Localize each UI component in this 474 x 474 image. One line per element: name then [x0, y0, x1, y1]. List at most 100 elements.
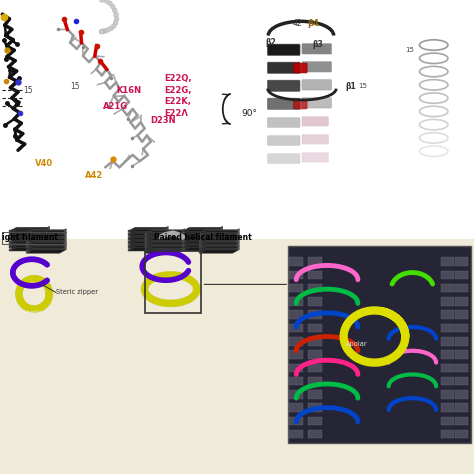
Polygon shape — [26, 242, 66, 246]
Polygon shape — [178, 245, 185, 249]
Polygon shape — [178, 232, 185, 237]
Polygon shape — [232, 245, 239, 249]
Polygon shape — [59, 240, 66, 246]
Bar — [441, 350, 454, 359]
Text: 90°: 90° — [242, 109, 258, 118]
Bar — [26, 239, 59, 240]
Polygon shape — [232, 235, 239, 240]
Bar — [26, 250, 59, 251]
Polygon shape — [145, 237, 185, 241]
Polygon shape — [43, 229, 50, 234]
Text: 42: 42 — [293, 19, 302, 28]
Bar — [289, 417, 303, 425]
Polygon shape — [182, 227, 223, 231]
Polygon shape — [216, 231, 223, 237]
FancyBboxPatch shape — [302, 153, 328, 162]
Polygon shape — [9, 238, 50, 242]
Circle shape — [100, 0, 104, 2]
Bar — [128, 233, 161, 234]
Bar — [145, 235, 178, 236]
Bar — [145, 248, 178, 249]
Text: 15: 15 — [405, 47, 414, 53]
Bar — [308, 310, 322, 319]
Polygon shape — [199, 244, 239, 248]
Polygon shape — [59, 243, 66, 248]
Polygon shape — [9, 242, 50, 246]
Bar — [182, 230, 216, 231]
Polygon shape — [232, 243, 239, 248]
FancyBboxPatch shape — [267, 44, 300, 55]
Text: E22K,: E22K, — [164, 98, 191, 106]
Polygon shape — [59, 245, 66, 249]
Polygon shape — [128, 243, 168, 247]
Polygon shape — [182, 237, 223, 240]
Polygon shape — [128, 238, 168, 242]
Bar — [441, 364, 454, 372]
FancyBboxPatch shape — [267, 80, 300, 91]
Polygon shape — [178, 239, 185, 244]
Polygon shape — [161, 238, 168, 243]
FancyBboxPatch shape — [267, 154, 300, 164]
Bar — [9, 231, 43, 232]
Bar — [128, 238, 161, 239]
Polygon shape — [232, 242, 239, 246]
Bar — [199, 240, 232, 241]
Bar — [308, 430, 322, 438]
Bar — [145, 251, 201, 313]
Polygon shape — [43, 238, 50, 243]
Polygon shape — [59, 235, 66, 240]
Polygon shape — [43, 244, 50, 248]
Bar — [308, 284, 322, 292]
Bar — [441, 337, 454, 346]
Polygon shape — [9, 247, 50, 251]
Bar — [9, 235, 43, 237]
Bar — [145, 250, 178, 251]
Bar — [9, 233, 43, 234]
Bar — [308, 337, 322, 346]
Bar — [199, 234, 232, 235]
Bar — [128, 250, 161, 251]
Polygon shape — [161, 245, 168, 250]
Polygon shape — [199, 246, 239, 249]
Bar — [308, 403, 322, 412]
Polygon shape — [26, 243, 66, 246]
Polygon shape — [199, 247, 239, 251]
Bar — [199, 239, 232, 240]
FancyBboxPatch shape — [267, 98, 300, 109]
Polygon shape — [128, 231, 168, 235]
Bar — [199, 252, 232, 253]
Text: β1: β1 — [345, 82, 356, 91]
Polygon shape — [26, 235, 66, 239]
Polygon shape — [145, 246, 185, 249]
Bar — [289, 310, 303, 319]
Polygon shape — [216, 229, 223, 234]
Polygon shape — [178, 237, 185, 241]
Bar — [9, 241, 43, 242]
FancyBboxPatch shape — [293, 99, 307, 109]
Bar — [199, 247, 232, 248]
Circle shape — [110, 4, 115, 9]
Bar — [128, 248, 161, 250]
Bar — [441, 297, 454, 306]
Bar — [308, 350, 322, 359]
FancyBboxPatch shape — [302, 80, 331, 90]
Polygon shape — [26, 246, 66, 249]
Polygon shape — [9, 239, 50, 243]
Bar — [455, 430, 468, 438]
Polygon shape — [182, 238, 223, 242]
Polygon shape — [43, 245, 50, 250]
Bar — [182, 248, 216, 250]
Bar — [455, 417, 468, 425]
FancyBboxPatch shape — [302, 135, 328, 144]
Polygon shape — [59, 246, 66, 251]
Polygon shape — [199, 243, 239, 246]
Circle shape — [111, 24, 116, 28]
Polygon shape — [232, 248, 239, 253]
Polygon shape — [232, 228, 239, 233]
Bar — [9, 243, 43, 244]
Bar — [441, 310, 454, 319]
Polygon shape — [182, 228, 223, 232]
Circle shape — [112, 8, 117, 13]
Text: V40: V40 — [35, 159, 53, 168]
Bar — [26, 247, 59, 248]
